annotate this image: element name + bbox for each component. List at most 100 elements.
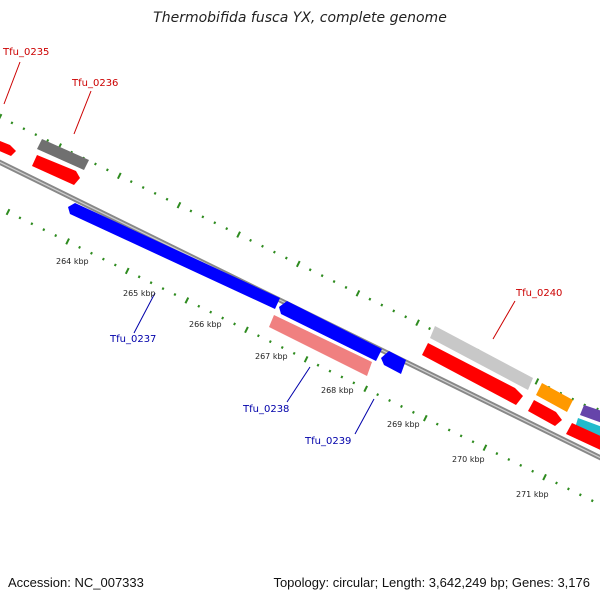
gene-label[interactable]: Tfu_0237 [109, 334, 156, 345]
forward-strand-genes [0, 139, 600, 452]
minor-tick [256, 334, 260, 338]
gene-label[interactable]: Tfu_0235 [2, 47, 49, 58]
gene-labels: Tfu_0235 Tfu_0236 Tfu_0237 Tfu_0238 Tfu_… [2, 47, 562, 447]
gene-purple-edge[interactable] [580, 405, 600, 424]
major-tick [5, 208, 11, 216]
minor-tick [344, 285, 348, 289]
minor-tick [149, 281, 153, 285]
minor-tick [22, 127, 26, 131]
major-tick [176, 201, 182, 209]
minor-tick [54, 234, 58, 238]
minor-tick [578, 493, 582, 497]
minor-tick [30, 222, 34, 226]
gene-red-forward-2[interactable] [422, 343, 523, 405]
minor-tick [284, 256, 288, 260]
minor-tick [225, 227, 229, 231]
gene-label[interactable]: Tfu_0238 [242, 404, 289, 415]
minor-tick [519, 463, 523, 467]
major-tick [295, 260, 301, 268]
minor-tick [268, 340, 272, 344]
gene-tfu0237[interactable] [68, 203, 280, 309]
major-tick [124, 267, 130, 275]
major-tick [355, 289, 361, 297]
kbp-label: 265 kbp [123, 289, 156, 298]
major-tick [65, 238, 70, 245]
gene-tfu0238[interactable] [269, 315, 372, 376]
minor-tick [428, 327, 431, 331]
kbp-label: 271 kbp [516, 490, 549, 499]
kbp-label: 266 kbp [189, 320, 222, 329]
reverse-strand-genes [68, 203, 406, 376]
kbp-label: 264 kbp [56, 257, 89, 266]
gene-red-forward-edge[interactable] [566, 423, 600, 452]
major-tick [415, 319, 420, 327]
major-tick [482, 444, 488, 451]
minor-tick [590, 499, 594, 503]
minor-tick [447, 428, 451, 432]
major-tick [184, 297, 190, 304]
ruler-labels: 264 kbp 265 kbp 266 kbp 267 kbp 268 kbp … [56, 257, 549, 499]
minor-tick [173, 292, 177, 297]
minor-tick [404, 315, 408, 319]
major-tick [542, 473, 547, 481]
minor-tick [141, 186, 145, 190]
minor-tick [94, 162, 97, 166]
minor-tick [435, 422, 439, 426]
minor-tick [90, 251, 93, 255]
minor-tick [411, 410, 415, 414]
minor-tick [42, 228, 46, 232]
minor-tick [34, 133, 38, 137]
minor-tick [221, 316, 225, 320]
gene-red-forward-1[interactable] [32, 155, 80, 185]
minor-tick [46, 138, 50, 143]
minor-tick [249, 238, 252, 242]
gene-label[interactable]: Tfu_0240 [515, 288, 562, 299]
major-tick [423, 414, 428, 422]
minor-tick [292, 351, 296, 355]
minor-tick [308, 268, 312, 272]
gene-tfu0236[interactable] [37, 139, 89, 170]
minor-tick [18, 216, 22, 220]
gene-red-forward-3[interactable] [528, 400, 562, 426]
genome-summary-text: Topology: circular; Length: 3,642,249 bp… [273, 575, 590, 590]
gene-tfu0239[interactable] [381, 351, 406, 374]
kbp-label: 270 kbp [452, 455, 485, 464]
minor-tick [101, 257, 105, 261]
gene-orange[interactable] [536, 383, 573, 412]
gene-tfu0240[interactable] [430, 326, 533, 390]
gene-tfu0235-fragment[interactable] [0, 139, 16, 156]
minor-tick [316, 363, 320, 367]
minor-tick [320, 274, 324, 278]
gene-blue-reverse[interactable] [279, 301, 382, 361]
label-leaders [3, 61, 516, 435]
minor-tick [165, 197, 169, 201]
minor-tick [189, 209, 193, 213]
minor-tick [507, 457, 511, 461]
minor-tick [78, 245, 81, 249]
gene-label[interactable]: Tfu_0239 [304, 436, 351, 447]
minor-tick [376, 393, 380, 397]
minor-tick [197, 304, 201, 308]
minor-tick [352, 381, 356, 385]
kbp-label: 267 kbp [255, 352, 288, 361]
minor-tick [471, 440, 475, 444]
minor-tick [380, 303, 384, 307]
major-tick [244, 326, 249, 334]
minor-tick [209, 310, 213, 314]
map-title: Thermobifida fusca YX, complete genome [153, 10, 447, 26]
outer-tick-track [0, 113, 599, 415]
minor-tick [459, 434, 463, 438]
major-tick [117, 172, 122, 180]
minor-tick [272, 250, 276, 254]
minor-tick [105, 168, 109, 172]
minor-tick [261, 244, 264, 248]
minor-tick [368, 297, 372, 301]
major-tick [534, 378, 540, 385]
gene-label[interactable]: Tfu_0236 [71, 78, 118, 89]
minor-tick [280, 345, 284, 350]
minor-tick [161, 287, 165, 291]
major-tick [363, 385, 369, 393]
minor-tick [392, 309, 396, 313]
